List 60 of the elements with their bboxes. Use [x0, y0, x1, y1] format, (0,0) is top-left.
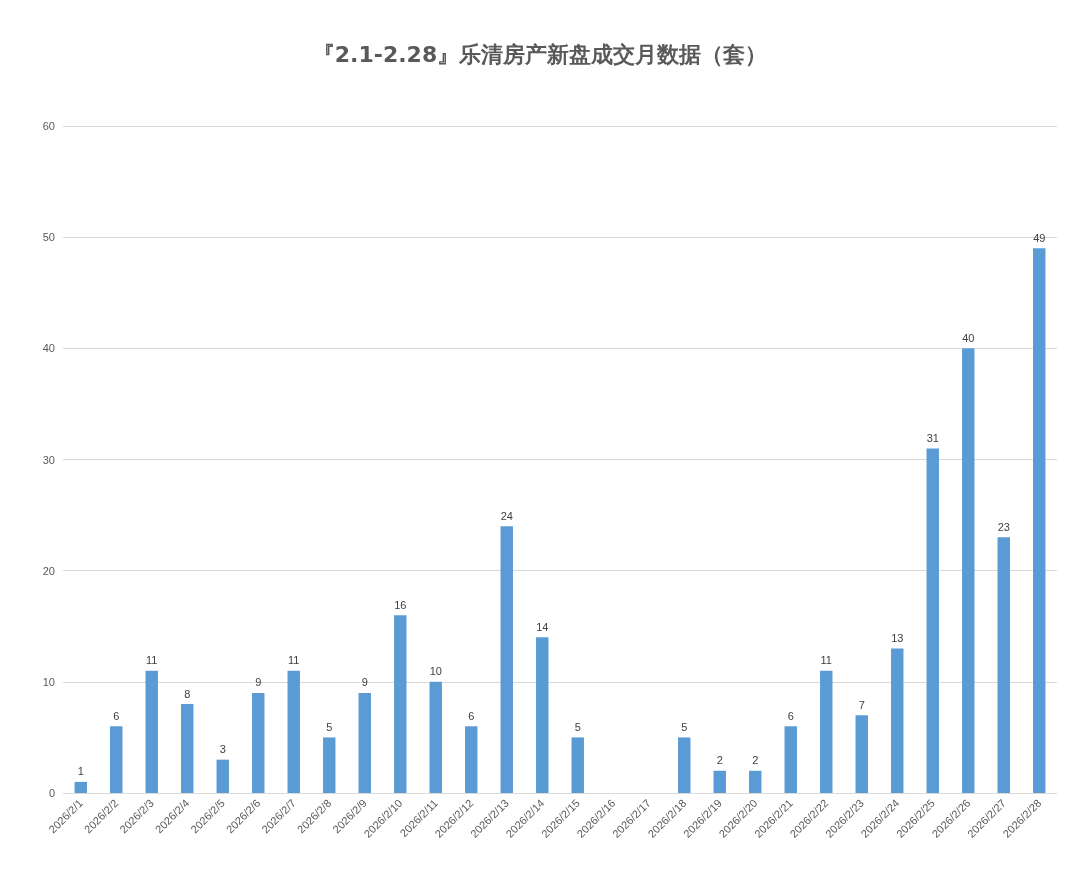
data-label: 5: [326, 720, 333, 733]
bar: [429, 681, 442, 793]
data-label: 10: [429, 665, 442, 678]
y-tick-label: 20: [42, 564, 55, 577]
bar: [323, 737, 336, 793]
chart-title: 『2.1-2.28』乐清房产新盘成交月数据（套）: [312, 41, 768, 67]
bar: [500, 526, 513, 793]
data-label: 40: [962, 331, 975, 344]
data-label: 31: [926, 431, 939, 444]
data-label: 6: [787, 709, 794, 722]
bar: [997, 537, 1010, 793]
data-label: 8: [184, 687, 191, 700]
y-tick-label: 0: [48, 787, 55, 799]
data-label: 5: [681, 720, 688, 733]
bar: [713, 770, 726, 793]
data-label: 23: [997, 520, 1010, 533]
data-label: 13: [891, 631, 904, 644]
bar: [465, 726, 478, 793]
data-label: 11: [820, 654, 832, 667]
data-label: 9: [255, 676, 262, 689]
y-tick-label: 10: [42, 675, 55, 688]
bar: [962, 348, 975, 793]
bar: [891, 648, 904, 793]
bar: [181, 704, 194, 793]
data-label: 2: [716, 754, 723, 767]
data-label: 24: [500, 509, 513, 522]
bar: [216, 759, 229, 793]
data-label: 16: [394, 598, 407, 611]
bar: [145, 670, 158, 793]
data-label: 6: [113, 709, 120, 722]
data-label: 9: [361, 676, 368, 689]
data-label: 6: [468, 709, 475, 722]
y-tick-label: 60: [42, 120, 55, 132]
y-tick-label: 50: [42, 231, 55, 244]
bar: [394, 615, 407, 793]
y-tick-label: 40: [42, 342, 55, 355]
bar: [110, 726, 123, 793]
data-label: 49: [1033, 231, 1046, 244]
bar: [252, 692, 265, 793]
bar: [571, 737, 584, 793]
data-label: 1: [77, 765, 84, 778]
data-label: 5: [574, 720, 581, 733]
data-label: 2: [752, 754, 759, 767]
bar: [678, 737, 691, 793]
bar: [358, 692, 371, 793]
bar: [784, 726, 797, 793]
bar: [536, 637, 549, 793]
bar: [926, 448, 939, 793]
data-label: 14: [536, 620, 549, 633]
bar: [820, 670, 833, 793]
bar: [855, 715, 868, 793]
y-tick-label: 30: [42, 453, 55, 466]
bar: [287, 670, 300, 793]
bar: [1033, 248, 1046, 793]
data-label: 7: [858, 698, 865, 711]
bar: [749, 770, 762, 793]
data-label: 3: [219, 743, 226, 756]
data-label: 11: [146, 654, 158, 667]
bar: [74, 781, 87, 793]
data-label: 11: [288, 654, 300, 667]
